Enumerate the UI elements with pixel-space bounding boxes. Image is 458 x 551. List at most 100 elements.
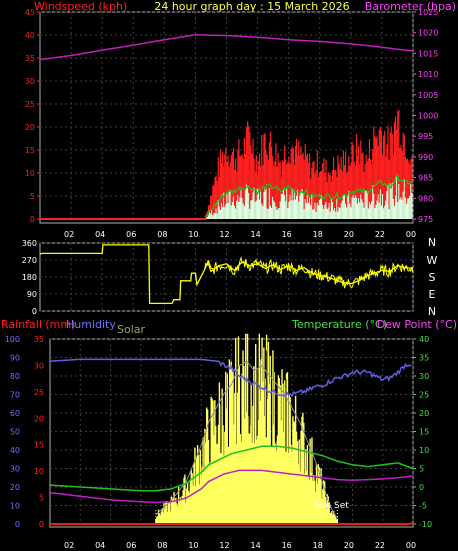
humidity-tick-label: 50 [10, 428, 20, 437]
direction-tick-label: 270 [22, 256, 37, 265]
x-tick-label: 00 [406, 230, 416, 239]
x-tick-label: 06 [126, 541, 136, 550]
temperature-tick-label: 5 [419, 465, 424, 474]
rainfall-axis-label: Rainfall (mm) [1, 318, 75, 331]
temperature-tick-label: 20 [419, 409, 429, 418]
x-tick-label: 14 [250, 230, 260, 239]
wind-average-line [204, 173, 412, 218]
direction-label-n-top: N [428, 236, 436, 249]
rainfall-tick-label: 20 [34, 414, 44, 423]
humidity-tick-label: 70 [10, 391, 20, 400]
sun-set-label: Sun Set [314, 501, 349, 511]
rainfall-tick-label: 15 [34, 441, 44, 450]
x-tick-label: 06 [126, 230, 136, 239]
windspeed-tick-label: 25 [25, 100, 35, 109]
rainfall-tick-label: 10 [34, 467, 44, 476]
barometer-tick-label: 980 [418, 194, 433, 203]
windspeed-tick-label: 15 [25, 146, 35, 155]
direction-label-s: S [429, 271, 436, 284]
temperature-tick-label: 35 [419, 354, 429, 363]
x-tick-label: 22 [375, 541, 385, 550]
rainfall-tick-label: 5 [39, 494, 44, 503]
direction-tick-label: 90 [27, 290, 37, 299]
barometer-axis-label: Barometer (hpa) [365, 0, 456, 13]
rainfall-tick-label: 25 [34, 388, 44, 397]
barometer-tick-label: 1010 [418, 70, 438, 79]
humidity-tick-label: 0 [15, 520, 20, 529]
barometer-tick-label: 1000 [418, 112, 438, 121]
graph-title: 24 hour graph day : 15 March 2026 [154, 0, 349, 13]
windspeed-axis-label: Windspeed (kph) [34, 0, 127, 13]
barometer-tick-label: 1005 [418, 91, 438, 100]
humidity-tick-label: 30 [10, 465, 20, 474]
temperature-tick-label: 10 [419, 446, 429, 455]
temperature-tick-label: 40 [419, 335, 429, 344]
x-tick-label: 16 [282, 541, 292, 550]
x-tick-label: 20 [344, 541, 354, 550]
x-tick-label: 20 [344, 230, 354, 239]
barometer-tick-label: 990 [418, 153, 433, 162]
barometer-line [39, 34, 414, 61]
temperature-tick-label: 0 [419, 483, 424, 492]
rainfall-tick-label: 30 [34, 361, 44, 370]
x-tick-label: 10 [188, 230, 198, 239]
direction-label-n-bottom: N [428, 305, 436, 318]
temperature-line [49, 445, 414, 492]
x-tick-label: 12 [219, 230, 229, 239]
rainfall-tick-label: 0 [39, 520, 44, 529]
windspeed-tick-label: 20 [25, 123, 35, 132]
humidity-tick-label: 100 [5, 335, 20, 344]
humidity-axis-label: Humidity [66, 318, 116, 331]
humidity-tick-label: 60 [10, 409, 20, 418]
temperature-axis-label: Temperature (°C) [291, 318, 387, 331]
windspeed-tick-label: 45 [25, 8, 35, 17]
barometer-tick-label: 1015 [418, 49, 438, 58]
x-tick-label: 18 [313, 541, 323, 550]
humidity-tick-label: 40 [10, 446, 20, 455]
barometer-tick-label: 1025 [418, 8, 438, 17]
temperature-tick-label: 30 [419, 372, 429, 381]
direction-tick-label: 360 [22, 239, 37, 248]
x-tick-label: 16 [282, 230, 292, 239]
humidity-tick-label: 80 [10, 372, 20, 381]
windspeed-tick-label: 10 [25, 169, 35, 178]
direction-label-e: E [429, 288, 436, 301]
x-tick-label: 10 [188, 541, 198, 550]
rainfall-line [50, 521, 414, 525]
windspeed-tick-label: 5 [30, 192, 35, 201]
windspeed-tick-label: 30 [25, 77, 35, 86]
x-tick-label: 08 [157, 230, 167, 239]
temperature-tick-label: 15 [419, 428, 429, 437]
direction-label-w: W [427, 254, 438, 267]
x-tick-label: 14 [250, 541, 260, 550]
x-tick-label: 18 [313, 230, 323, 239]
wind-direction-samples [204, 255, 414, 289]
windspeed-tick-label: 0 [30, 215, 35, 224]
rainfall-tick-label: 35 [34, 335, 44, 344]
humidity-tick-label: 20 [10, 483, 20, 492]
windspeed-tick-label: 35 [25, 54, 35, 63]
direction-tick-label: 180 [22, 273, 37, 282]
temperature-tick-label: 25 [419, 391, 429, 400]
barometer-tick-label: 995 [418, 132, 433, 141]
x-tick-label: 04 [95, 541, 105, 550]
temperature-tick-label: -10 [419, 520, 432, 529]
barometer-tick-label: 975 [418, 215, 433, 224]
x-tick-label: 22 [375, 230, 385, 239]
barometer-tick-label: 985 [418, 174, 433, 183]
humidity-tick-label: 90 [10, 354, 20, 363]
dewpoint-axis-label: Dew Point (°C) [377, 318, 457, 331]
x-tick-label: 04 [95, 230, 105, 239]
x-tick-label: 02 [64, 230, 74, 239]
solar-axis-label: Solar [117, 323, 146, 336]
x-tick-label: 08 [157, 541, 167, 550]
direction-tick-label: 0 [32, 307, 37, 316]
humidity-line [49, 358, 412, 398]
windspeed-tick-label: 40 [25, 31, 35, 40]
dewpoint-line [49, 469, 414, 504]
humidity-tick-label: 10 [10, 502, 20, 511]
solar-theoretical-line [155, 360, 338, 520]
x-tick-label: 00 [406, 541, 416, 550]
x-tick-label: 12 [219, 541, 229, 550]
